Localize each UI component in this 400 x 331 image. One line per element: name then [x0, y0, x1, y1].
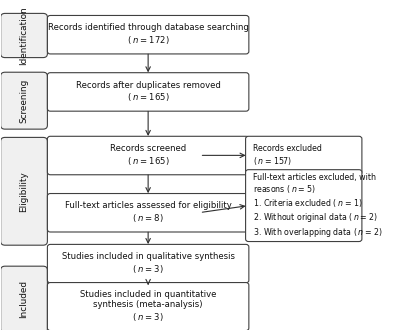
- Text: Records after duplicates removed
( $n$ = 165): Records after duplicates removed ( $n$ =…: [76, 80, 220, 103]
- Text: Identification: Identification: [20, 6, 28, 65]
- Text: Studies included in quantitative
synthesis (meta-analysis)
( $n$ = 3): Studies included in quantitative synthes…: [80, 290, 216, 323]
- FancyBboxPatch shape: [48, 194, 249, 232]
- FancyBboxPatch shape: [246, 136, 362, 175]
- FancyBboxPatch shape: [48, 136, 249, 175]
- Text: Full-text articles excluded, with
reasons ( $n$ = 5)
1. Criteria excluded ( $n$ : Full-text articles excluded, with reason…: [253, 172, 383, 239]
- FancyBboxPatch shape: [1, 72, 48, 129]
- Text: Full-text articles assessed for eligibility
( $n$ = 8): Full-text articles assessed for eligibil…: [65, 201, 232, 224]
- Text: Records identified through database searching
( $n$ = 172): Records identified through database sear…: [48, 23, 248, 46]
- FancyBboxPatch shape: [48, 244, 249, 283]
- Text: Eligibility: Eligibility: [20, 171, 28, 212]
- Text: Screening: Screening: [20, 78, 28, 123]
- Text: Included: Included: [20, 280, 28, 318]
- Text: Records excluded
( $n$ = 157): Records excluded ( $n$ = 157): [253, 144, 322, 167]
- Text: Records screened
( $n$ = 165): Records screened ( $n$ = 165): [110, 144, 186, 167]
- Text: Studies included in qualitative synthesis
( $n$ = 3): Studies included in qualitative synthesi…: [62, 252, 235, 275]
- FancyBboxPatch shape: [48, 73, 249, 111]
- FancyBboxPatch shape: [48, 16, 249, 54]
- FancyBboxPatch shape: [1, 13, 48, 58]
- FancyBboxPatch shape: [1, 137, 48, 245]
- FancyBboxPatch shape: [1, 266, 48, 331]
- FancyBboxPatch shape: [48, 283, 249, 331]
- FancyBboxPatch shape: [246, 170, 362, 242]
